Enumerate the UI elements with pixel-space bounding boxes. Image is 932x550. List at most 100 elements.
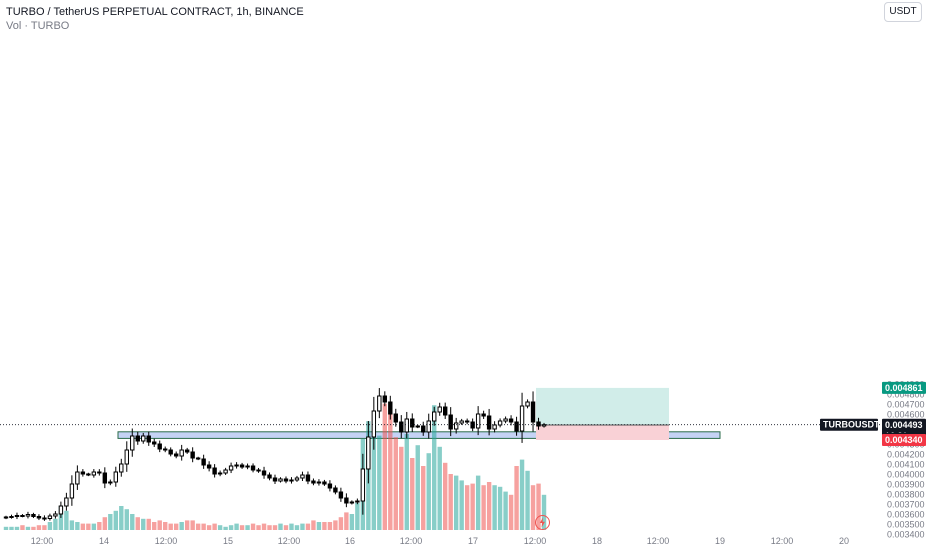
candle-up: [75, 471, 80, 485]
target-price-badge: 0.004861: [882, 381, 926, 394]
volume-bar: [157, 520, 162, 530]
candle-up: [14, 515, 20, 517]
candle-down: [305, 474, 311, 482]
volume-bar: [190, 520, 195, 530]
candle-down: [184, 449, 190, 453]
volume-bar: [415, 445, 420, 530]
candle-down: [481, 413, 486, 417]
volume-bar: [486, 482, 492, 530]
candle-up: [113, 471, 118, 483]
candle-down: [283, 478, 289, 482]
candle-up: [64, 497, 69, 507]
time-tick-label: 12:00: [278, 536, 301, 546]
volume-bar: [437, 446, 442, 530]
candle-down: [201, 458, 206, 466]
candle-up: [228, 465, 234, 471]
volume-bar: [20, 525, 25, 530]
volume-bar: [31, 526, 36, 530]
volume-bar: [333, 520, 338, 530]
volume-bar: [388, 413, 393, 530]
volume-bar: [184, 520, 190, 530]
candle-down: [31, 514, 36, 517]
volume-legend: Vol · TURBO: [6, 20, 70, 32]
volume-bar: [525, 470, 530, 530]
volume-bar: [377, 435, 382, 530]
time-tick-label: 18: [592, 536, 602, 546]
price-tick-label: 0.004800: [887, 390, 925, 400]
candle-up: [415, 425, 420, 428]
candle-down: [267, 474, 272, 479]
candle-up: [91, 471, 97, 476]
candle-up: [366, 436, 371, 470]
candle-down: [464, 420, 470, 423]
volume-bar: [475, 475, 481, 530]
volume-bar: [113, 510, 118, 530]
volume-bar: [80, 523, 86, 530]
volume-bar: [201, 523, 206, 530]
volume-bar: [223, 526, 228, 530]
candle-up: [234, 464, 239, 467]
volume-bar: [322, 522, 327, 530]
volume-bar: [102, 517, 108, 530]
volume-bar: [311, 520, 316, 530]
stop-price-badge: 0.004340: [882, 434, 926, 446]
time-tick-label: 19: [715, 536, 725, 546]
candle-up: [124, 449, 129, 465]
volume-bar: [470, 483, 475, 530]
candle-down: [399, 421, 404, 433]
svg-text:0.004861: 0.004861: [885, 383, 923, 393]
price-tick-label: 0.004100: [887, 460, 925, 470]
currency-button[interactable]: USDT: [884, 2, 922, 22]
candle-up: [108, 481, 113, 484]
candle-down: [168, 449, 173, 455]
candle-up: [217, 472, 223, 475]
candle-down: [393, 413, 398, 423]
time-tick-label: 15: [223, 536, 233, 546]
volume-bar: [146, 518, 151, 530]
lightning-icon[interactable]: [535, 515, 550, 530]
price-tick-label: 0.003800: [887, 490, 925, 500]
stop-loss-zone[interactable]: [536, 425, 669, 440]
resistance-zone[interactable]: [117, 431, 721, 439]
volume-bar: [130, 514, 135, 530]
candle-down: [152, 441, 157, 445]
candle-up: [316, 481, 322, 484]
svg-text:0.004340: 0.004340: [885, 435, 923, 445]
candle-up: [492, 424, 497, 430]
volume-bar: [399, 446, 404, 530]
volume-bar: [206, 525, 212, 530]
candle-down: [333, 487, 338, 493]
volume-bar: [91, 523, 97, 530]
volume-bar: [426, 453, 431, 530]
volume-bar: [64, 510, 69, 530]
volume-bar: [541, 494, 547, 530]
profit-zone[interactable]: [536, 387, 669, 425]
candle-down: [388, 401, 393, 415]
candle-down: [272, 477, 278, 482]
candle-up: [3, 516, 9, 519]
volume-bar: [173, 523, 179, 530]
volume-bar: [9, 526, 14, 530]
candle-down: [256, 469, 261, 472]
volume-bar: [3, 526, 9, 530]
price-tick-label: 0.003600: [887, 510, 925, 520]
volume-bar: [421, 466, 426, 530]
candle-up: [130, 435, 135, 451]
volume-bar: [497, 486, 503, 530]
candle-up: [453, 422, 459, 430]
candle-up: [377, 395, 382, 412]
price-tick-label: 0.003700: [887, 500, 925, 510]
candle-up: [404, 418, 409, 433]
price-tick-label: 0.003500: [887, 520, 925, 530]
candle-down: [530, 401, 536, 423]
volume-bar: [245, 525, 250, 530]
volume-bar: [42, 525, 47, 530]
volume-bar: [316, 522, 322, 530]
candle-down: [80, 471, 86, 475]
candle-down: [36, 516, 42, 519]
candle-down: [536, 421, 541, 427]
volume-bar: [53, 518, 58, 530]
volume-bar: [294, 525, 300, 530]
